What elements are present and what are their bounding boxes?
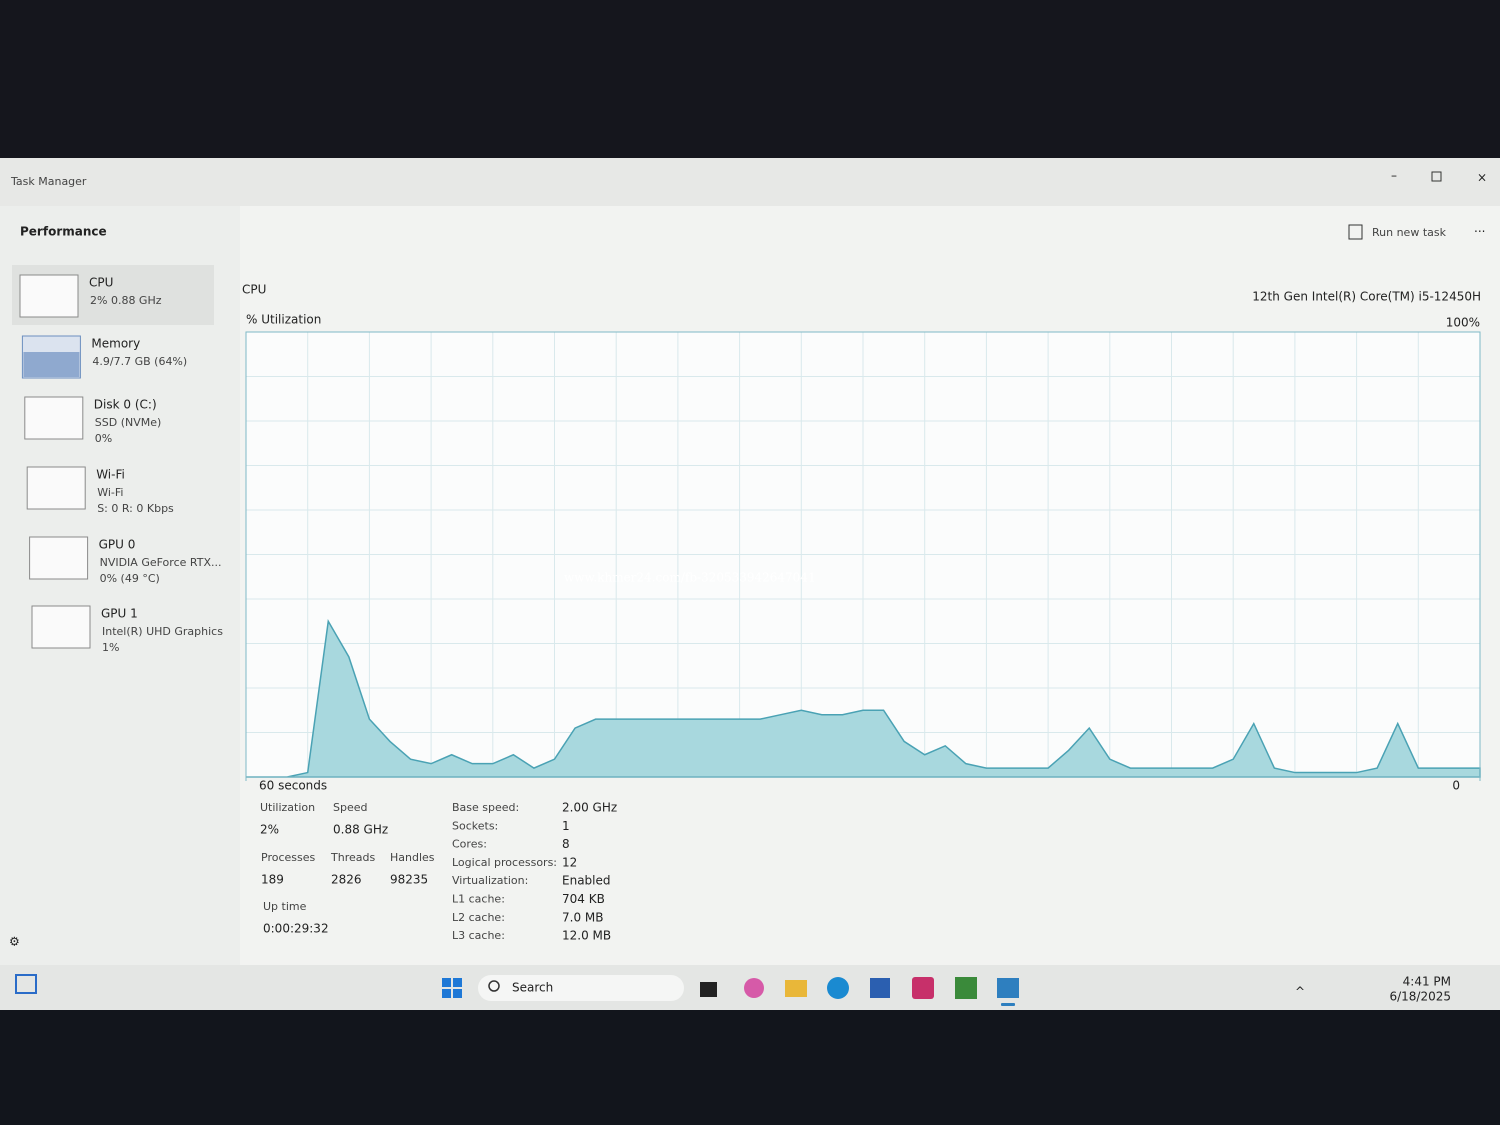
item-name: GPU 0 [99, 538, 136, 552]
spec-value: 7.0 MB [562, 910, 603, 924]
page-title: Performance [20, 225, 107, 239]
close-button[interactable]: × [1477, 171, 1487, 185]
item-detail: Intel(R) UHD Graphics [102, 625, 223, 638]
search-box[interactable] [478, 975, 684, 1001]
thumbnail [29, 536, 89, 580]
y-tick-label: 100% [1446, 316, 1480, 330]
window-title: Task Manager [10, 175, 87, 188]
xbox-icon[interactable] [955, 977, 977, 999]
spec-value: 704 KB [562, 892, 605, 906]
app-icon[interactable] [912, 977, 934, 999]
sidebar [0, 206, 240, 966]
thumbnail [19, 274, 79, 318]
store-icon[interactable] [870, 978, 890, 998]
spec-label: L2 cache: [452, 911, 505, 924]
tray-chevron[interactable]: ^ [1295, 985, 1305, 999]
settings-button[interactable]: ⚙ [9, 935, 20, 949]
item-detail: 2% 0.88 GHz [90, 294, 162, 307]
item-detail: NVIDIA GeForce RTX... [100, 556, 222, 569]
title-bar [0, 158, 1500, 206]
spec-label: Sockets: [452, 819, 498, 832]
x-tick-label: 60 seconds [259, 779, 327, 793]
run-task-icon[interactable] [1348, 224, 1363, 240]
item-name: Memory [91, 337, 140, 351]
run-new-task[interactable]: Run new task [1372, 226, 1447, 239]
spec-value: Enabled [562, 874, 611, 888]
stat-value: 0.88 GHz [333, 823, 388, 837]
spec-label: Base speed: [452, 801, 519, 814]
spec-label: Logical processors: [452, 856, 557, 869]
stat-label: Up time [263, 900, 307, 913]
item-detail: SSD (NVMe) [95, 416, 162, 429]
stat-label: Threads [330, 851, 375, 864]
clock-date[interactable]: 6/18/2025 [1389, 990, 1451, 1004]
spec-label: Cores: [452, 838, 487, 851]
stat-value: 2826 [331, 873, 362, 887]
stat-value: 0:00:29:32 [263, 922, 329, 936]
stat-label: Handles [390, 851, 435, 864]
stat-label: Utilization [260, 801, 315, 814]
active-indicator [1001, 1003, 1015, 1006]
item-detail: S: 0 R: 0 Kbps [97, 502, 174, 515]
item-name: CPU [89, 276, 113, 290]
stat-value: 189 [261, 873, 284, 887]
spec-value: 12.0 MB [562, 929, 611, 943]
spec-value: 2.00 GHz [562, 801, 617, 815]
minimize-button[interactable]: – [1391, 169, 1397, 183]
thumbnail [24, 396, 84, 440]
cpu-area [246, 618, 1481, 778]
item-detail: 1% [102, 641, 119, 654]
explorer-icon[interactable] [785, 980, 807, 997]
main-title: CPU [242, 283, 266, 297]
watermark: www.khmer24.com/fb-320533942647041 [564, 571, 816, 585]
item-name: Disk 0 (C:) [94, 398, 157, 412]
spec-value: 12 [562, 855, 577, 869]
edge-icon[interactable] [827, 977, 849, 999]
item-name: Wi-Fi [96, 468, 125, 482]
item-detail: 0% (49 °C) [100, 572, 160, 585]
spec-value: 8 [562, 837, 570, 851]
x-tick-label: 0 [1452, 779, 1460, 793]
start-button[interactable] [442, 978, 462, 998]
memory-fill [23, 352, 80, 377]
spec-label: L1 cache: [452, 893, 505, 906]
processor-name: 12th Gen Intel(R) Core(TM) i5-12450H [1252, 290, 1481, 304]
y-axis-label: % Utilization [246, 313, 321, 327]
backdrop [0, 0, 1500, 160]
stat-label: Processes [261, 851, 315, 864]
item-detail: 0% [95, 432, 112, 445]
clock-time[interactable]: 4:41 PM [1403, 975, 1451, 989]
search-icon [488, 980, 500, 992]
task-view[interactable] [700, 982, 717, 997]
spec-label: Virtualization: [452, 874, 528, 887]
thumbnail [26, 466, 86, 510]
more-button[interactable]: ··· [1474, 225, 1485, 239]
maximize-button[interactable] [1431, 171, 1442, 182]
widgets-button[interactable] [15, 974, 37, 994]
copilot-icon[interactable] [744, 978, 764, 998]
task-manager-icon[interactable] [997, 978, 1019, 998]
spec-value: 1 [562, 819, 570, 833]
search-placeholder[interactable]: Search [512, 981, 553, 995]
item-detail: 4.9/7.7 GB (64%) [92, 355, 187, 368]
stat-label: Speed [333, 801, 367, 814]
stat-value: 98235 [390, 873, 428, 887]
stat-value: 2% [260, 823, 279, 837]
spec-label: L3 cache: [452, 929, 505, 942]
item-name: GPU 1 [101, 607, 138, 621]
item-detail: Wi-Fi [97, 486, 123, 499]
thumbnail [31, 605, 91, 649]
